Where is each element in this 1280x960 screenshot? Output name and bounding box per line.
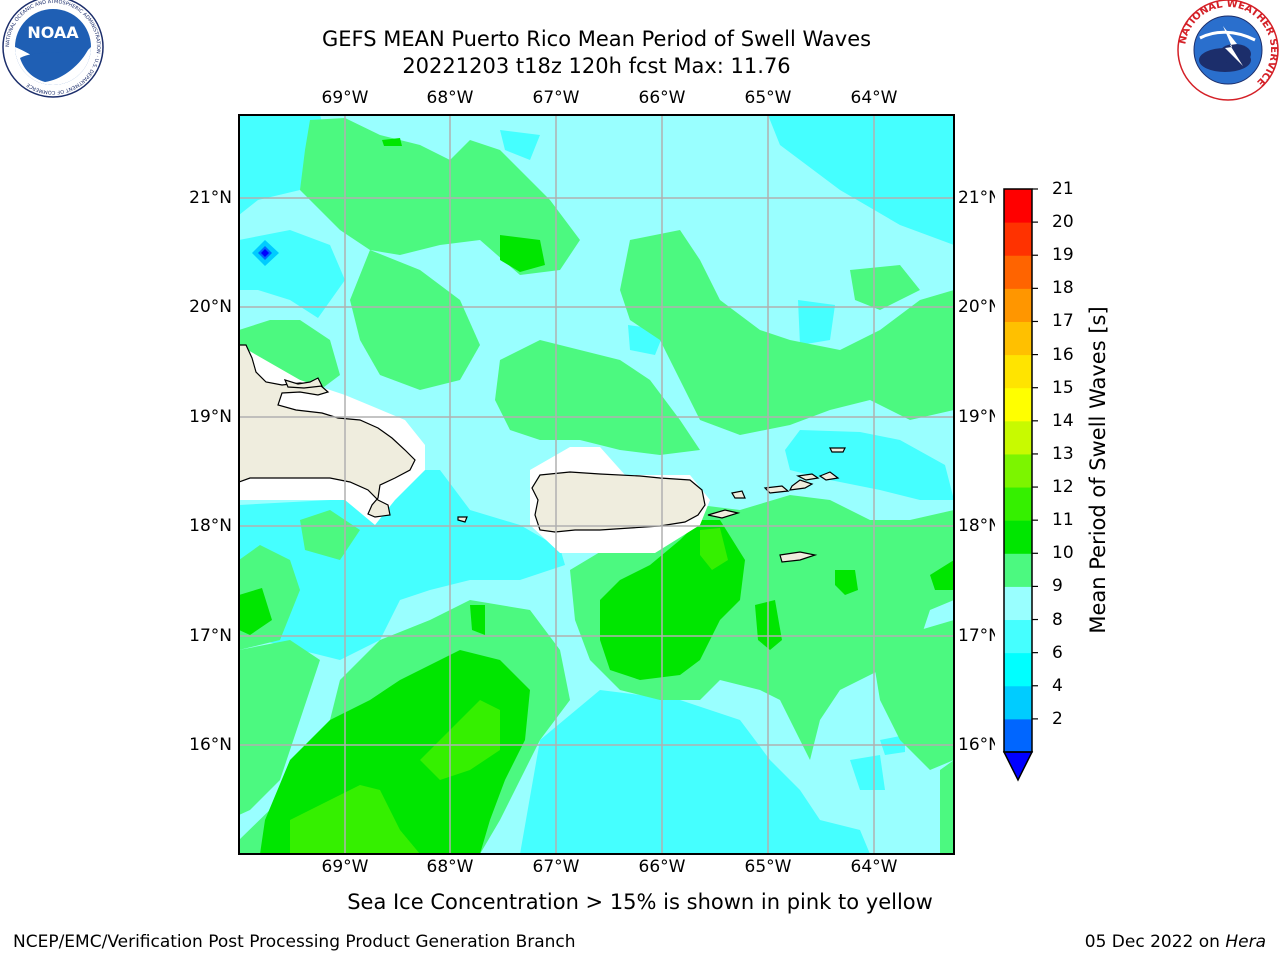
colorbar-segment [1004, 619, 1032, 654]
colorbar-tick-label: 13 [1052, 443, 1074, 464]
colorbar-segment [1004, 487, 1032, 521]
lat-tick-left: 18°N [189, 516, 232, 536]
colorbar-segment [1004, 420, 1032, 455]
colorbar-tick-label: 14 [1052, 410, 1074, 431]
lon-tick-bottom: 69°W [321, 857, 369, 877]
colorbar-tick-label: 11 [1052, 510, 1074, 531]
noaa-logo-icon: NOAA NATIONAL OCEANIC AND ATMOSPHERIC AD… [2, 0, 104, 98]
lat-tick-right: 18°N [958, 516, 1001, 536]
colorbar-segment [1004, 553, 1032, 587]
noaa-logo-text: NOAA [27, 23, 79, 42]
lon-tick-top: 66°W [638, 88, 686, 108]
colorbar-tick-label: 6 [1052, 642, 1063, 663]
colorbar-segment [1004, 652, 1032, 687]
lon-tick-top: 69°W [321, 88, 369, 108]
colorbar-segment [1004, 354, 1032, 389]
colorbar-tick-label: 19 [1052, 245, 1074, 266]
colorbar-segment [1004, 321, 1032, 356]
colorbar-segment [1004, 222, 1032, 256]
lat-tick-right: 20°N [958, 297, 1001, 317]
colorbar-segment [1004, 255, 1032, 289]
colorbar-tick-label: 16 [1052, 344, 1074, 365]
map-gridlines [239, 115, 954, 854]
footer-host: Hera [1225, 932, 1266, 952]
lat-tick-left: 19°N [189, 407, 232, 427]
lon-tick-top: 67°W [532, 88, 580, 108]
colorbar-frame [1003, 188, 1033, 753]
lat-tick-right: 19°N [958, 407, 1001, 427]
footer-date: 05 Dec 2022 on Hera [1085, 932, 1266, 952]
colorbar-tick-label: 8 [1052, 609, 1063, 630]
colorbar-tick-label: 21 [1052, 179, 1074, 199]
chart-title: GEFS MEAN Puerto Rico Mean Period of Swe… [321, 27, 872, 51]
colorbar-tick-label: 4 [1052, 675, 1063, 696]
lat-tick-left: 21°N [189, 188, 232, 208]
colorbar-segment [1004, 288, 1032, 322]
lon-tick-bottom: 66°W [638, 857, 686, 877]
colorbar-segment [1004, 520, 1032, 554]
lat-tick-left: 20°N [189, 297, 232, 317]
colorbar-segment [1004, 718, 1032, 753]
colorbar-segment [1004, 685, 1032, 720]
lon-tick-top: 65°W [744, 88, 792, 108]
footer-credit: NCEP/EMC/Verification Post Processing Pr… [13, 932, 576, 952]
chart-subtitle: 20221203 t18z 120h fcst Max: 11.76 [402, 54, 791, 78]
nws-logo-icon: NATIONAL WEATHER SERVICE [1177, 0, 1279, 101]
colorbar-tick-label: 12 [1052, 477, 1074, 498]
lat-tick-right: 17°N [958, 626, 1001, 646]
lon-tick-top: 68°W [426, 88, 474, 108]
map-frame [238, 114, 955, 855]
lon-tick-bottom: 67°W [532, 857, 580, 877]
colorbar-tick-label: 20 [1052, 212, 1074, 233]
period-low-spot [252, 240, 279, 266]
colorbar-tick-label: 17 [1052, 311, 1074, 332]
lat-tick-right: 21°N [958, 188, 1001, 208]
colorbar-tick-label: 9 [1052, 576, 1063, 597]
colorbar-label: Mean Period of Swell Waves [s] [1086, 306, 1110, 634]
colorbar-tick-label: 15 [1052, 377, 1074, 398]
colorbar-segment [1004, 586, 1032, 621]
period-11-12-zones [290, 528, 728, 854]
small-islands [283, 377, 846, 563]
lon-tick-bottom: 64°W [850, 857, 898, 877]
colorbar-segment [1004, 453, 1032, 488]
colorbar-segment [1004, 189, 1032, 223]
puerto-rico-land [531, 471, 706, 533]
lat-tick-right: 16°N [958, 735, 1001, 755]
footer-date-text: 05 Dec 2022 on [1084, 932, 1220, 952]
lat-tick-left: 16°N [189, 735, 232, 755]
colorbar-tick-label: 2 [1052, 708, 1063, 729]
lat-tick-left: 17°N [189, 626, 232, 646]
sea-ice-caption: Sea Ice Concentration > 15% is shown in … [347, 890, 933, 914]
colorbar-tick-label: 18 [1052, 278, 1074, 299]
colorbar-panel [995, 180, 1055, 800]
colorbar-tick-label: 10 [1052, 543, 1074, 564]
lon-tick-top: 64°W [850, 88, 898, 108]
lon-tick-bottom: 65°W [744, 857, 792, 877]
colorbar-segment [1004, 387, 1032, 422]
lon-tick-bottom: 68°W [426, 857, 474, 877]
